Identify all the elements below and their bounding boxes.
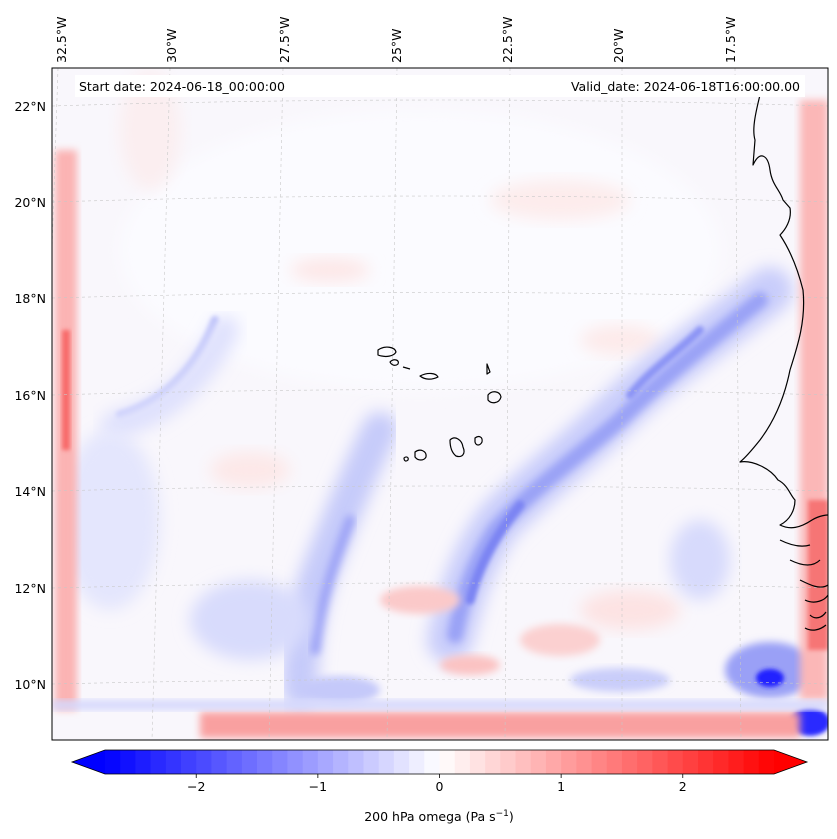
colorbar-step — [257, 750, 273, 774]
colorbar-step — [120, 750, 136, 774]
colorbar-step — [150, 750, 167, 774]
island-santo-antao — [377, 346, 397, 358]
lon-tick: 30°W — [164, 28, 179, 63]
colorbar-step — [424, 750, 441, 774]
lat-tick: 12°N — [14, 581, 46, 596]
coastlines — [377, 94, 828, 631]
island-boa-vista — [487, 391, 502, 404]
colorbar-step — [697, 750, 714, 774]
colorbar-step — [272, 750, 289, 774]
colorbar-step — [302, 750, 319, 774]
colorbar-step — [515, 750, 532, 774]
colorbar-step — [317, 750, 334, 774]
lat-tick: 10°N — [14, 677, 46, 692]
colorbar-step — [545, 750, 562, 774]
lat-tick: 14°N — [14, 484, 46, 499]
colorbar: −2 −1 0 1 2 200 hPa omega (Pa s−1) — [70, 749, 809, 824]
colorbar-tick-label: −2 — [187, 779, 205, 794]
colorbar-step — [637, 750, 653, 774]
lat-tick: 16°N — [14, 388, 46, 403]
colorbar-step — [409, 750, 425, 774]
colorbar-extend-min — [72, 750, 105, 774]
start-date-label: Start date: 2024-06-18_00:00:00 — [79, 79, 285, 94]
colorbar-steps — [105, 750, 775, 774]
colorbar-step — [287, 750, 304, 774]
colorbar-tick-label: −1 — [309, 779, 327, 794]
colorbar-step — [393, 750, 410, 774]
colorbar-step — [591, 750, 608, 774]
lon-tick: 25°W — [389, 28, 404, 63]
lon-tick: 17.5°W — [723, 17, 738, 63]
colorbar-step — [211, 750, 228, 774]
colorbar-extend-max — [774, 750, 807, 774]
colorbar-step — [530, 750, 547, 774]
lat-tick-labels: 22°N 20°N 18°N 16°N 14°N 12°N 10°N — [14, 99, 46, 692]
island-sal — [486, 363, 491, 375]
colorbar-tick-label: 1 — [557, 779, 565, 794]
colorbar-step — [652, 750, 669, 774]
colorbar-step — [135, 750, 152, 774]
colorbar-tick-label: 0 — [436, 779, 444, 794]
lon-tick: 20°W — [611, 28, 626, 63]
colorbar-step — [667, 750, 684, 774]
colorbar-step — [485, 750, 501, 774]
map-header: Start date: 2024-06-18_00:00:00 Valid_da… — [75, 75, 805, 97]
colorbar-step — [606, 750, 623, 774]
colorbar-step — [105, 750, 121, 774]
lon-tick: 27.5°W — [277, 17, 292, 63]
colorbar-step — [181, 750, 197, 774]
colorbar-step — [728, 750, 745, 774]
colorbar-label: 200 hPa omega (Pa s−1) — [364, 809, 514, 824]
colorbar-step — [363, 750, 380, 774]
lon-tick: 22.5°W — [500, 17, 515, 63]
colorbar-step — [682, 750, 699, 774]
colorbar-step — [758, 750, 775, 774]
lat-tick: 20°N — [14, 195, 46, 210]
island-santiago — [449, 437, 465, 458]
colorbar-step — [454, 750, 471, 774]
island-sao-vicente — [389, 359, 399, 366]
island-sao-nicolau — [419, 372, 439, 380]
africa-coastline — [739, 94, 828, 529]
map-panel: Start date: 2024-06-18_00:00:00 Valid_da… — [51, 67, 829, 741]
colorbar-step — [743, 750, 760, 774]
lon-tick: 32.5°W — [54, 17, 69, 63]
colorbar-step — [348, 750, 365, 774]
colorbar-step — [378, 750, 395, 774]
colorbar-step — [561, 750, 577, 774]
map-border — [51, 67, 829, 741]
island-brava — [403, 456, 409, 462]
colorbar-step — [576, 750, 593, 774]
colorbar-step — [333, 750, 349, 774]
lat-tick: 22°N — [14, 99, 46, 114]
colorbar-step — [713, 750, 729, 774]
colorbar-outline — [70, 749, 809, 775]
colorbar-step — [469, 750, 486, 774]
colorbar-step — [439, 750, 456, 774]
island-santa-luzia — [402, 366, 411, 370]
map-gridlines — [52, 68, 828, 740]
colorbar-step — [226, 750, 243, 774]
lat-tick: 18°N — [14, 291, 46, 306]
bijagos-islands — [779, 539, 828, 631]
island-maio — [474, 436, 483, 446]
lon-tick-labels: 32.5°W 30°W 27.5°W 25°W 22.5°W 20°W 17.5… — [54, 17, 738, 63]
valid-date-label: Valid_date: 2024-06-18T16:00:00.00 — [571, 79, 800, 94]
island-fogo — [414, 449, 427, 461]
colorbar-step — [241, 750, 258, 774]
colorbar-tick-label: 2 — [679, 779, 687, 794]
colorbar-step — [500, 750, 517, 774]
colorbar-step — [621, 750, 638, 774]
omega-field — [52, 68, 828, 740]
colorbar-step — [196, 750, 213, 774]
colorbar-ticks: −2 −1 0 1 2 — [187, 774, 687, 794]
colorbar-step — [165, 750, 182, 774]
